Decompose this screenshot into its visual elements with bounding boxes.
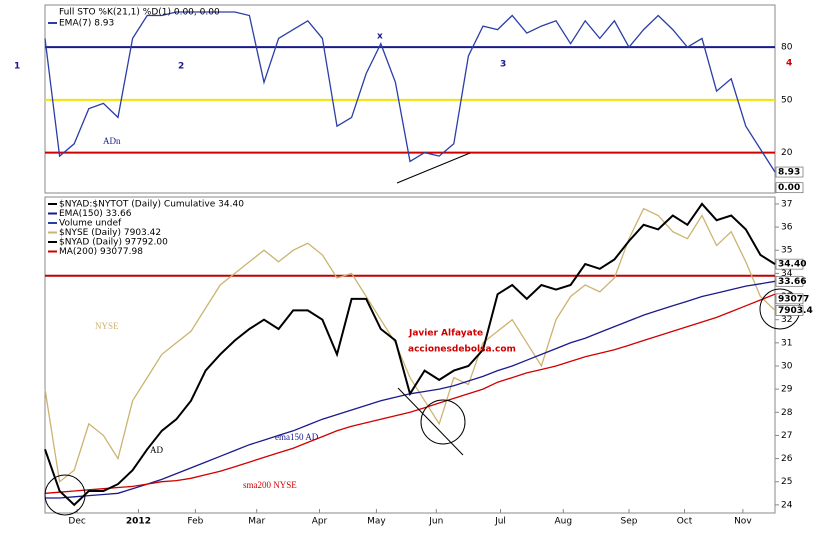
annotation: 1 <box>14 62 20 72</box>
y-tick-label: 34 <box>781 269 793 279</box>
x-tick-label: Jul <box>494 517 506 527</box>
x-tick-label: Aug <box>555 517 573 527</box>
annotation: sma200 NYSE <box>243 480 297 490</box>
y-tick-label: 26 <box>781 454 793 464</box>
y-tick-label: 35 <box>781 246 792 256</box>
y-tick-label: 24 <box>781 500 793 510</box>
y-tick-label: 36 <box>781 223 793 233</box>
value-label: 8.93 <box>778 168 800 178</box>
legend-label: $NYSE (Daily) 7903.42 <box>59 228 161 238</box>
annotation: 3 <box>500 60 506 70</box>
y-tick-label: 37 <box>781 199 792 209</box>
highlight-circle <box>420 399 466 445</box>
x-tick-label: Nov <box>734 517 752 527</box>
legend-label: EMA(7) 8.93 <box>59 19 114 29</box>
y-tick-label: 25 <box>781 477 792 487</box>
annotation: accionesdebolsa.com <box>408 345 516 355</box>
legend-label: EMA(150) 33.66 <box>59 209 132 219</box>
annotation: 4 <box>786 59 792 69</box>
legend-label: MA(200) 93077.98 <box>59 247 143 257</box>
x-tick-label: Oct <box>677 517 693 527</box>
legend-label: $NYAD (Daily) 97792.00 <box>59 238 168 248</box>
annotation: Javier Alfayate <box>408 329 483 339</box>
x-tick-label: Apr <box>312 517 328 527</box>
legend-label: $NYAD:$NYTOT (Daily) Cumulative 34.40 <box>59 200 244 210</box>
value-box <box>775 305 804 316</box>
x-tick-label: Jun <box>428 517 443 527</box>
annotation: ema150 AD <box>275 432 319 442</box>
y-tick-label: 29 <box>781 385 793 395</box>
annotation: 2 <box>178 62 184 72</box>
series-line <box>44 202 776 507</box>
value-label: 93077 <box>778 294 809 304</box>
y-tick-label: 32 <box>781 315 792 325</box>
highlight-circle <box>44 474 86 516</box>
annotation: ADn <box>103 136 121 146</box>
x-tick-label: Mar <box>248 517 265 527</box>
value-box <box>775 258 804 270</box>
x-tick-label: May <box>367 517 386 527</box>
x-tick-label: Dec <box>68 517 85 527</box>
bottom-panel <box>44 196 776 514</box>
y-tick-label: 80 <box>781 43 793 53</box>
value-box <box>775 182 804 194</box>
annotation: NYSE <box>95 321 119 331</box>
annotation: x <box>377 32 383 42</box>
value-box <box>775 275 804 287</box>
plot-layer <box>44 11 779 513</box>
y-tick-label: 30 <box>781 361 793 371</box>
x-tick-label: Feb <box>187 517 203 527</box>
annotation: AD <box>150 445 163 455</box>
x-tick-label: 2012 <box>126 517 151 527</box>
value-label: 0.00 <box>778 183 800 193</box>
y-tick-label: 31 <box>781 338 792 348</box>
y-tick-label: 27 <box>781 431 792 441</box>
x-tick-label: Sep <box>621 517 638 527</box>
value-label: 33.66 <box>778 277 806 287</box>
value-box <box>775 166 804 178</box>
series-line <box>44 293 776 494</box>
series-line <box>44 207 776 483</box>
support-line <box>396 152 471 184</box>
value-label: 34.40 <box>778 260 806 270</box>
y-tick-label: 50 <box>781 95 793 105</box>
chart-title: Full STO %K(21,1) %D(1) 0.00, 0.00 <box>59 8 220 18</box>
value-box <box>775 293 804 305</box>
legend-label: Volume undef <box>59 219 122 229</box>
y-tick-label: 28 <box>781 408 793 418</box>
trend-line <box>397 387 464 456</box>
series-line <box>44 11 776 173</box>
y-tick-label: 20 <box>781 148 793 158</box>
value-label: 7903.4 <box>778 306 813 316</box>
